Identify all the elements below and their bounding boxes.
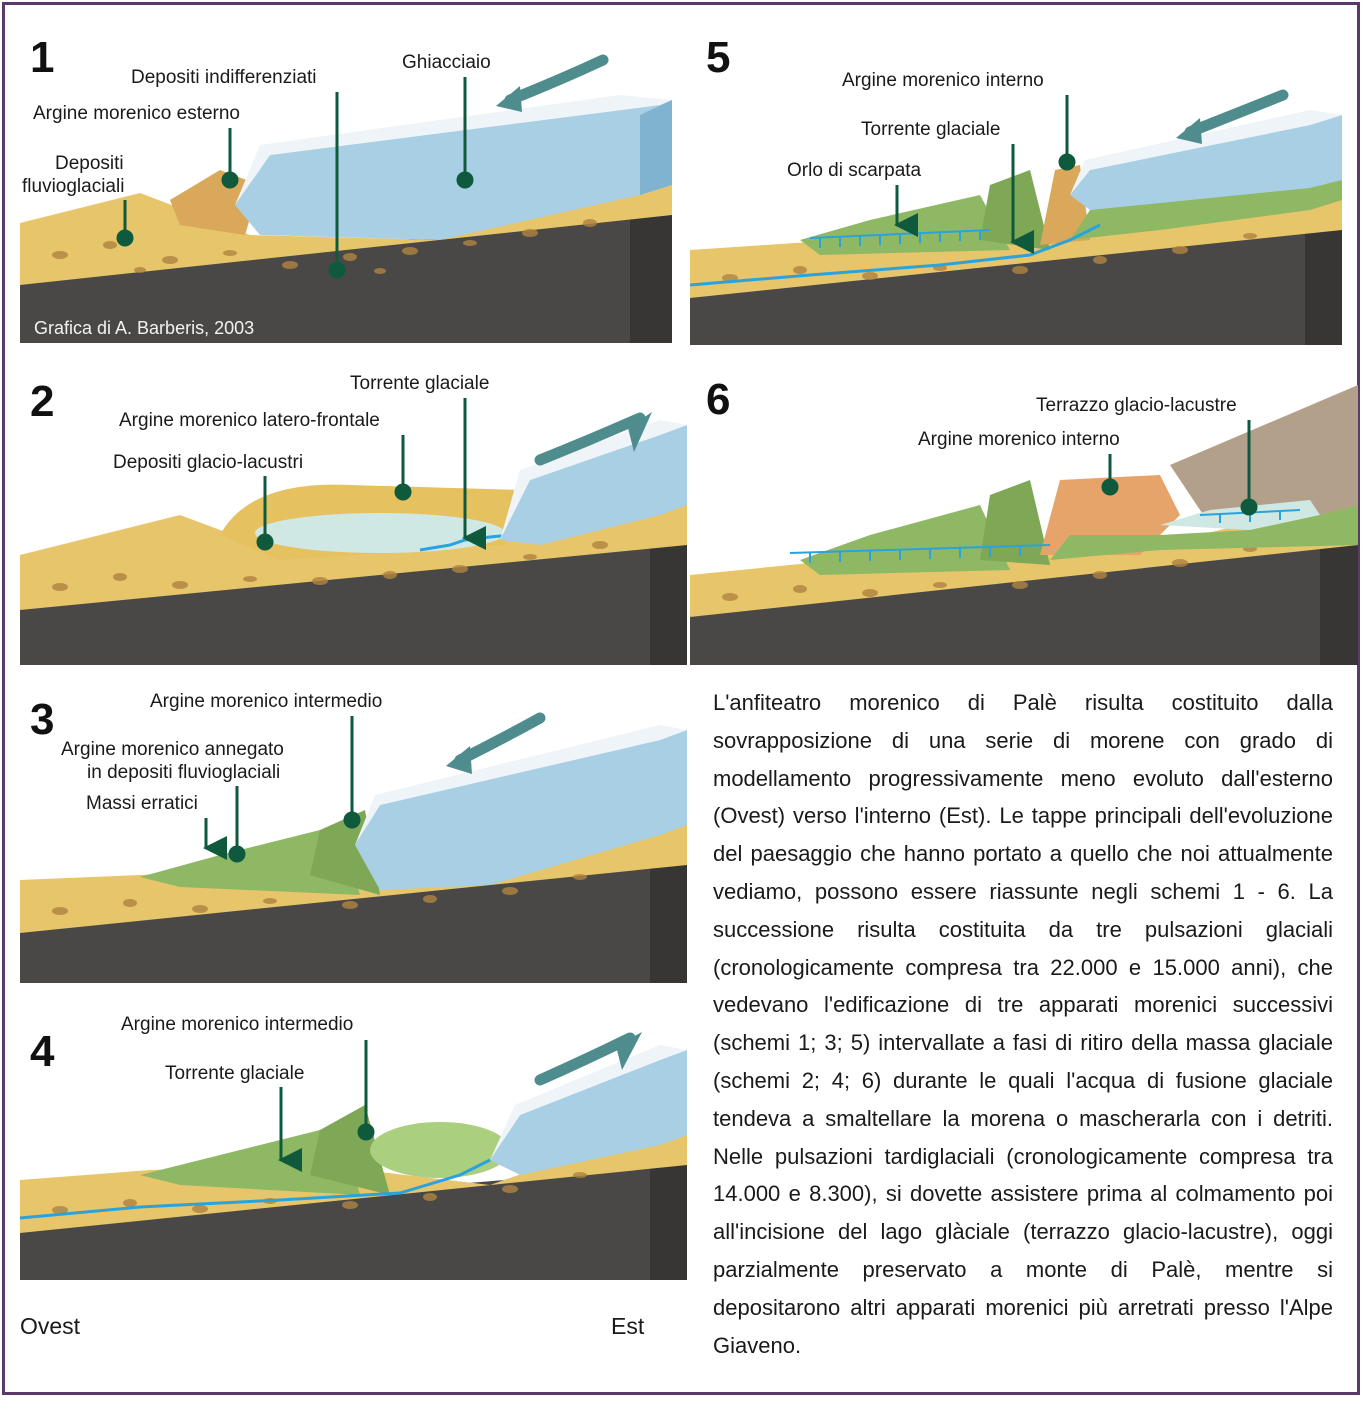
- label-outer-moraine: Argine morenico esterno: [33, 103, 240, 124]
- label-inner-moraine-5: Argine morenico interno: [842, 70, 1044, 91]
- label-drowned-moraine-line2: in depositi fluvioglaciali: [87, 762, 281, 783]
- label-drowned-moraine-line1: Argine morenico annegato: [61, 739, 284, 760]
- glacier-body: [490, 1050, 687, 1175]
- green-basin: [370, 1122, 510, 1178]
- panel-6-diagram: [690, 385, 1358, 665]
- drowned-moraine-plain: [140, 825, 360, 895]
- label-intermediate-moraine-4: Argine morenico intermedio: [121, 1014, 354, 1035]
- label-glacier: Ghiacciaio: [402, 52, 491, 73]
- terrace: [1160, 500, 1320, 530]
- panel-5-diagram: [690, 100, 1342, 345]
- glacial-stream-4: [20, 1158, 491, 1220]
- direction-west: Ovest: [20, 1313, 81, 1339]
- label-undifferentiated-deposits: Depositi indifferenziati: [131, 67, 317, 88]
- panel-4-diagram: [20, 1035, 687, 1280]
- label-glacio-lacustrine-deposits: Depositi glacio-lacustri: [113, 452, 304, 473]
- label-intermediate-moraine-3: Argine morenico intermedio: [150, 691, 383, 712]
- label-fluvioglacial-line2: fluvioglaciali: [22, 176, 125, 197]
- description-paragraph: L'anfiteatro morenico di Palè risulta co…: [713, 690, 1333, 1358]
- glacier-body: [355, 730, 687, 890]
- panel-1-number: 1: [30, 33, 55, 82]
- glacier-top: [235, 95, 672, 205]
- glacier-body: [235, 100, 672, 240]
- glacier-side: [640, 100, 672, 195]
- label-inner-moraine-6: Argine morenico interno: [918, 429, 1120, 450]
- label-glacial-stream-4: Torrente glaciale: [165, 1063, 305, 1084]
- panel-4-number: 4: [30, 1027, 55, 1076]
- panel-6-number: 6: [706, 375, 731, 424]
- label-scarp-edge: Orlo di scarpata: [787, 160, 922, 181]
- panel-1-diagram: [20, 75, 672, 343]
- deposit-layer: [20, 170, 672, 285]
- panel-5-number: 5: [706, 33, 731, 82]
- bedrock-front: [20, 215, 672, 343]
- panel-3-diagram: [20, 715, 687, 983]
- panel-3-number: 3: [30, 695, 55, 744]
- label-erratic-boulders: Massi erratici: [86, 793, 198, 814]
- label-glacial-stream: Torrente glaciale: [350, 373, 490, 394]
- label-glacio-lacustrine-terrace: Terrazzo glacio-lacustre: [1036, 395, 1237, 416]
- hillside: [1170, 385, 1358, 525]
- panel-2-diagram: [20, 395, 687, 665]
- direction-east: Est: [611, 1313, 645, 1339]
- credit-text: Grafica di A. Barberis, 2003: [34, 318, 255, 338]
- panel-2-number: 2: [30, 377, 55, 426]
- label-fluvioglacial-line1: Depositi: [55, 153, 124, 174]
- label-lateral-frontal-moraine: Argine morenico latero-frontale: [119, 410, 380, 431]
- glacial-lake: [255, 513, 505, 553]
- label-glacial-stream-5: Torrente glaciale: [861, 119, 1001, 140]
